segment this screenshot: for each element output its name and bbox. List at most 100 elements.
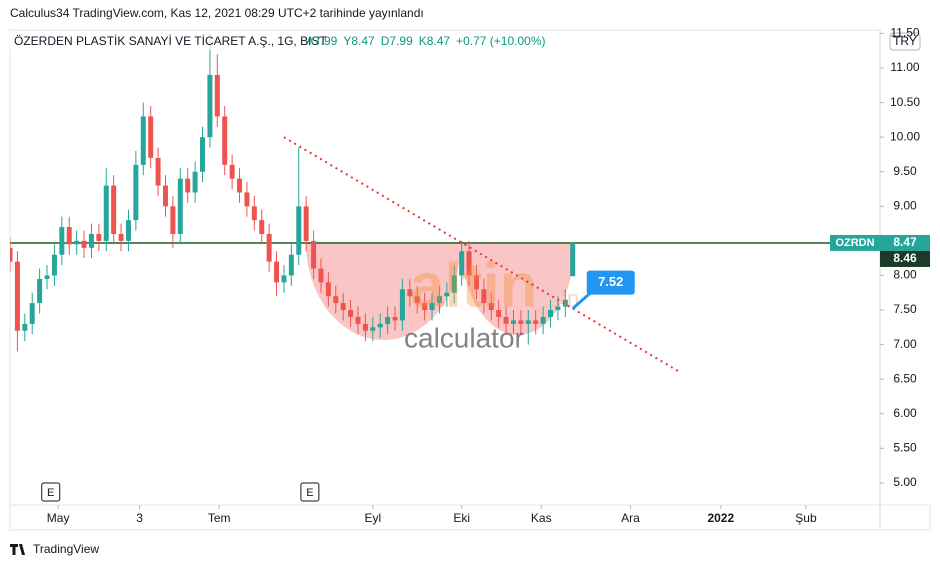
event-label: E — [47, 487, 54, 499]
callout-box — [586, 270, 635, 295]
event-marker — [41, 482, 61, 502]
candle-body — [540, 316, 546, 324]
callout-label: 7.52 — [598, 274, 623, 289]
x-tick-label: Şub — [795, 511, 817, 525]
candle-body — [436, 296, 442, 304]
candle-body — [399, 289, 405, 321]
candle-body — [466, 251, 472, 276]
change: +0.77 (+10.00%) — [456, 34, 545, 48]
candle-body — [74, 240, 80, 245]
candle-body — [318, 268, 324, 283]
candle-body — [370, 327, 376, 331]
watermark-suffix: .in — [556, 286, 579, 311]
candle-body — [377, 323, 383, 328]
watermark-sub: calculator — [404, 322, 524, 353]
candle-body — [177, 178, 183, 234]
x-tick-label: May — [47, 511, 70, 525]
candle-body — [10, 247, 13, 262]
candle-body — [525, 320, 531, 324]
candle-body — [251, 206, 257, 221]
y-tick-label: 5.00 — [893, 475, 917, 489]
candle-body — [81, 240, 87, 248]
candle-body — [303, 206, 309, 241]
cup-left — [306, 243, 461, 340]
candle-body — [274, 261, 280, 283]
candle-body — [533, 320, 539, 324]
candle-body — [29, 303, 35, 324]
candle-body — [385, 316, 391, 324]
candle-body — [155, 157, 161, 186]
y-tick-label: 9.00 — [893, 198, 917, 212]
candle-body — [451, 275, 457, 293]
candle-body — [392, 316, 398, 321]
candle-body — [562, 299, 568, 307]
price-tag-label: 8.47 — [893, 235, 917, 249]
y-tick-label: 5.50 — [893, 440, 917, 454]
candle-body — [481, 289, 487, 304]
candles — [10, 33, 880, 352]
candle-body — [170, 206, 176, 234]
candle-body — [237, 178, 243, 193]
candle-body — [333, 296, 339, 304]
candle-body — [244, 192, 250, 207]
y-tick-label: 10.00 — [890, 129, 920, 143]
candle-body — [14, 261, 20, 331]
candle-body — [266, 233, 272, 262]
candle-body — [192, 171, 198, 193]
candle-body — [214, 74, 220, 117]
plot-layer — [10, 33, 880, 352]
legend-bg — [8, 32, 868, 50]
x-tick-label: Kas — [531, 511, 552, 525]
ohlc-value: Y8.47 — [343, 34, 375, 48]
x-tick-label: Eki — [453, 511, 470, 525]
candle-body — [548, 310, 554, 317]
candle-body — [200, 137, 206, 172]
ohlc-value: D7.99 — [381, 34, 413, 48]
y-tick-label: 6.50 — [893, 371, 917, 385]
published-line: Calculus34 TradingView.com, Kas 12, 2021… — [10, 6, 424, 20]
candle-body — [59, 227, 65, 255]
x-tick-label: 3 — [136, 511, 143, 525]
candle-body — [348, 310, 354, 317]
footer-brand: TradingView — [33, 542, 99, 556]
event-marker — [300, 482, 320, 502]
y-tick-label: 11.00 — [890, 60, 919, 74]
y-tick-label: 11.50 — [890, 26, 919, 40]
candle-body — [518, 320, 524, 324]
time-axis-frame — [9, 504, 931, 531]
candle-body — [103, 185, 109, 241]
candle-body — [259, 220, 265, 234]
cup-right — [461, 243, 575, 335]
y-tick-label: 7.50 — [893, 302, 917, 316]
candle-body — [473, 275, 479, 290]
watermark-main: altin — [410, 251, 537, 320]
candle-body — [281, 275, 287, 283]
currency-box — [889, 32, 921, 51]
event-label: E — [306, 487, 313, 499]
candle-body — [133, 164, 139, 221]
candle-body — [140, 116, 146, 165]
x-tick-label: Eyl — [364, 511, 381, 525]
candle-body — [185, 178, 191, 193]
candle-body — [207, 74, 213, 138]
candle-body — [429, 303, 435, 311]
candle-body — [444, 292, 450, 297]
price-tag-2-label: 8.46 — [893, 251, 917, 265]
symbol-title: ÖZERDEN PLASTİK SANAYİ VE TİCARET A.Ş., … — [14, 34, 327, 48]
symbol-tag — [830, 234, 880, 251]
x-tick-label: Ara — [621, 511, 640, 525]
candle-body — [570, 242, 576, 277]
ohlc-value: A7.99 — [306, 34, 338, 48]
candle-body — [555, 306, 561, 311]
y-tick-label: 9.50 — [893, 164, 917, 178]
candle-body — [362, 323, 368, 331]
candle-body — [51, 254, 57, 276]
candle-body — [459, 251, 465, 276]
candle-body — [340, 303, 346, 311]
candle-body — [66, 227, 72, 245]
candle-body — [355, 316, 361, 324]
currency: TRY — [893, 34, 917, 48]
candle-body — [488, 303, 494, 311]
candle-body — [407, 289, 413, 297]
x-tick-label: Tem — [208, 511, 231, 525]
